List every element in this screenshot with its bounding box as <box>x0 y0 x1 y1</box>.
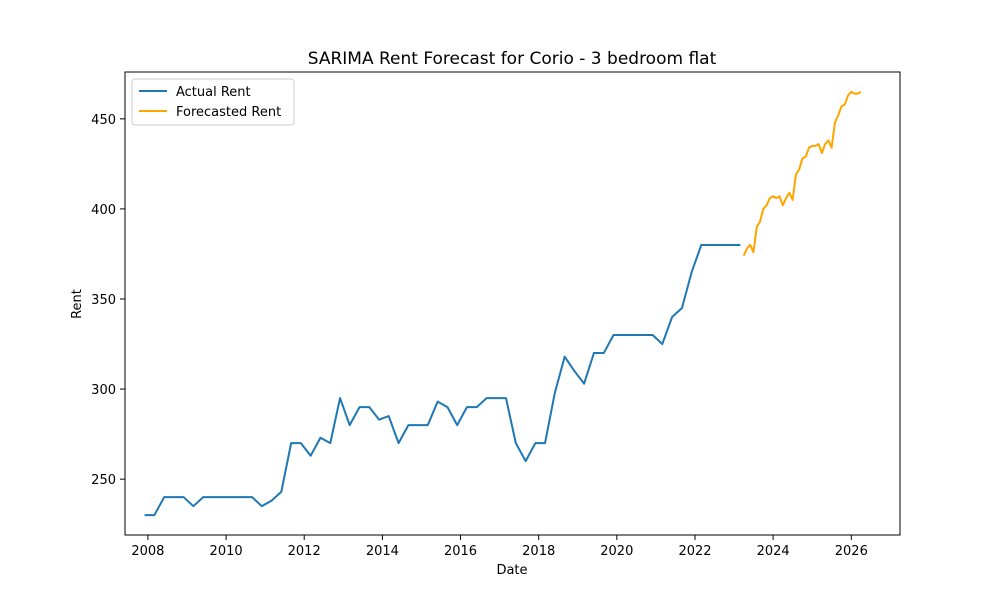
legend: Actual Rent Forecasted Rent <box>131 78 295 126</box>
series-line-actual-rent <box>144 243 741 517</box>
y-tick-label: 400 <box>91 203 116 218</box>
x-tick-label: 2024 <box>757 544 790 559</box>
x-tick-label: 2014 <box>366 544 399 559</box>
legend-box <box>131 78 295 126</box>
series-line-forecasted-rent <box>742 90 862 257</box>
x-tick-label: 2012 <box>288 544 321 559</box>
x-tick-label: 2020 <box>600 544 633 559</box>
x-tick-label: 2022 <box>678 544 711 559</box>
chart-title: SARIMA Rent Forecast for Corio - 3 bedro… <box>308 49 717 69</box>
legend-label-forecasted-rent: Forecasted Rent <box>176 105 281 120</box>
y-tick-label: 450 <box>91 113 116 128</box>
x-axis-title: Date <box>496 563 527 578</box>
x-tick-label: 2026 <box>835 544 868 559</box>
y-axis-title: Rent <box>70 289 85 319</box>
x-tick-label: 2016 <box>444 544 477 559</box>
plot-area <box>144 90 862 517</box>
x-axis: 2008 2010 2012 2014 2016 2018 2020 2022 2024 2026 <box>131 535 868 559</box>
plot-frame <box>124 71 901 536</box>
y-axis: 250 300 350 400 450 <box>91 113 125 488</box>
x-tick-label: 2010 <box>210 544 243 559</box>
x-tick-label: 2008 <box>131 544 164 559</box>
y-tick-label: 300 <box>91 383 116 398</box>
y-tick-label: 250 <box>91 473 116 488</box>
x-tick-label: 2018 <box>522 544 555 559</box>
y-tick-label: 350 <box>91 293 116 308</box>
legend-label-actual-rent: Actual Rent <box>176 85 251 100</box>
